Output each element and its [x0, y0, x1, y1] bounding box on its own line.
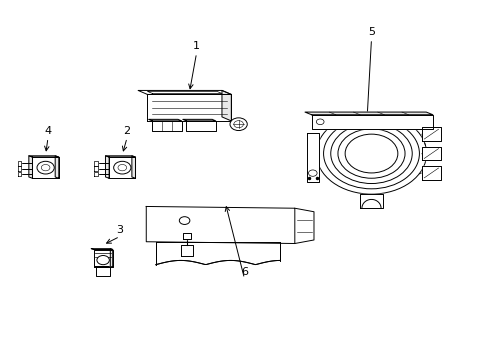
Circle shape — [229, 118, 247, 131]
Text: 6: 6 — [241, 267, 247, 277]
Polygon shape — [222, 90, 231, 121]
Polygon shape — [359, 194, 383, 208]
Text: 2: 2 — [123, 126, 130, 136]
Polygon shape — [55, 156, 59, 178]
Polygon shape — [18, 166, 21, 171]
Polygon shape — [132, 156, 135, 178]
Polygon shape — [306, 133, 318, 182]
Polygon shape — [96, 267, 110, 276]
Polygon shape — [152, 121, 181, 131]
Circle shape — [97, 256, 109, 265]
Polygon shape — [183, 233, 190, 239]
Polygon shape — [183, 120, 215, 121]
Polygon shape — [18, 171, 21, 176]
Polygon shape — [105, 156, 109, 178]
Circle shape — [316, 119, 324, 125]
Polygon shape — [421, 166, 440, 180]
Polygon shape — [138, 90, 231, 94]
Polygon shape — [105, 156, 135, 157]
Circle shape — [308, 170, 316, 176]
Circle shape — [179, 217, 189, 224]
Text: 5: 5 — [367, 27, 374, 37]
Text: 3: 3 — [116, 225, 123, 235]
Polygon shape — [186, 121, 215, 131]
Polygon shape — [181, 245, 193, 256]
Polygon shape — [305, 112, 432, 115]
Polygon shape — [421, 147, 440, 160]
Polygon shape — [29, 156, 32, 178]
Polygon shape — [29, 156, 59, 157]
Polygon shape — [147, 94, 231, 121]
Polygon shape — [156, 242, 280, 265]
Polygon shape — [148, 120, 181, 121]
Polygon shape — [109, 157, 135, 178]
Polygon shape — [32, 157, 59, 178]
Polygon shape — [94, 166, 98, 171]
Polygon shape — [94, 161, 98, 166]
Polygon shape — [146, 207, 294, 243]
Polygon shape — [156, 242, 280, 265]
Polygon shape — [421, 127, 440, 141]
Text: 4: 4 — [44, 126, 51, 136]
Polygon shape — [18, 161, 21, 166]
Polygon shape — [94, 171, 98, 176]
Circle shape — [113, 161, 131, 174]
Circle shape — [37, 161, 54, 174]
Polygon shape — [110, 249, 112, 267]
Text: 1: 1 — [193, 41, 200, 51]
Polygon shape — [93, 249, 112, 267]
Polygon shape — [311, 115, 432, 129]
Polygon shape — [294, 208, 313, 243]
